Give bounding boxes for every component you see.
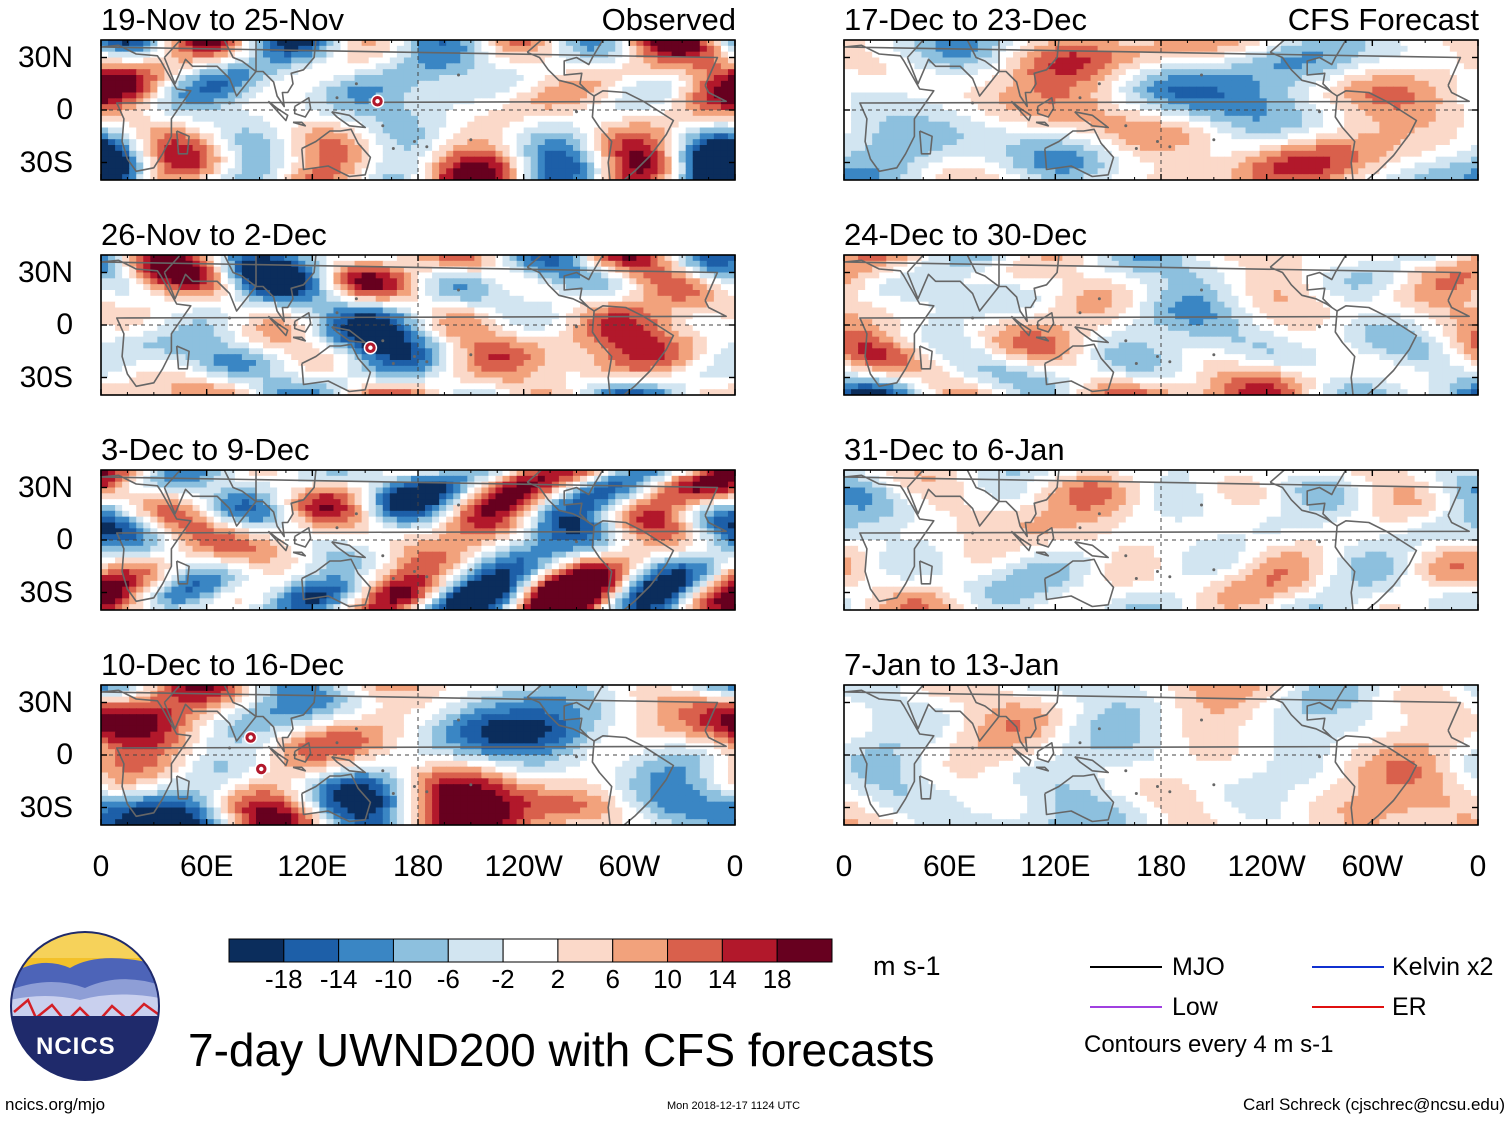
panel-8 xyxy=(843,684,1479,826)
panel-2-title: 26-Nov to 2-Dec xyxy=(101,217,327,252)
cyclone-icon xyxy=(254,762,269,776)
colorbar-swatch xyxy=(392,938,449,963)
x-tick-label: 0 xyxy=(1469,850,1487,883)
x-tick-label: 0 xyxy=(726,850,744,883)
colorbar xyxy=(228,938,833,963)
colorbar-swatch xyxy=(228,938,285,963)
y-tick-label: 0 xyxy=(56,308,73,341)
website-link[interactable]: ncics.org/mjo xyxy=(5,1095,106,1114)
y-tick-label: 30S xyxy=(19,145,73,179)
panel-4 xyxy=(100,684,736,826)
x-tick-label: 0 xyxy=(835,850,853,883)
legend-low-label: Low xyxy=(1172,993,1218,1021)
colorbar-tick-label: 14 xyxy=(707,964,737,994)
timestamp: Mon 2018-12-17 1124 UTC xyxy=(667,1100,801,1112)
x-tick-label: 0 xyxy=(92,850,110,883)
y-tick-label: 0 xyxy=(56,93,73,126)
panel-3-title: 3-Dec to 9-Dec xyxy=(101,432,310,467)
ncics-logo-text: NCICS xyxy=(36,1033,116,1060)
cfs-forecast-label: CFS Forecast xyxy=(1287,2,1479,37)
x-tick-label: 120W xyxy=(484,850,563,883)
colorbar-swatch xyxy=(338,938,394,963)
colorbar-units: m s-1 xyxy=(873,951,941,981)
colorbar-swatch xyxy=(721,938,778,963)
panel-5-title: 17-Dec to 23-Dec xyxy=(844,2,1087,37)
x-tick-label: 180 xyxy=(1135,850,1187,883)
y-tick-label: 30S xyxy=(19,790,73,824)
y-tick-label: 30N xyxy=(17,685,73,719)
colorbar-tick-label: -2 xyxy=(491,964,515,994)
colorbar-swatch xyxy=(557,938,614,963)
panel-5-field xyxy=(844,40,1478,180)
colorbar-tick-label: -14 xyxy=(319,964,358,994)
observed-label: Observed xyxy=(601,2,736,37)
panel-1 xyxy=(100,39,736,181)
panel-4-title: 10-Dec to 16-Dec xyxy=(101,647,344,682)
x-tick-label: 60E xyxy=(922,850,977,883)
x-tick-label: 120E xyxy=(1020,850,1091,883)
x-tick-label: 60W xyxy=(1341,850,1404,883)
y-tick-label: 30S xyxy=(19,575,73,609)
y-tick-label: 30N xyxy=(17,40,73,74)
y-tick-label: 30S xyxy=(19,360,73,394)
x-tick-label: 180 xyxy=(392,850,444,883)
panel-1-title: 19-Nov to 25-Nov xyxy=(101,2,344,37)
x-tick-label: 120E xyxy=(277,850,348,883)
colorbar-tick-label: 18 xyxy=(762,964,792,994)
y-tick-label: 30N xyxy=(17,255,73,289)
panel-4-field xyxy=(101,685,735,825)
colorbar-tick-label: 6 xyxy=(605,964,620,994)
cyclone-icon xyxy=(363,341,378,355)
colorbar-swatch xyxy=(283,938,340,963)
colorbar-tick-label: -6 xyxy=(436,964,460,994)
colorbar-swatch xyxy=(612,938,669,963)
colorbar-tick-label: 2 xyxy=(550,964,566,994)
panel-5 xyxy=(843,39,1479,181)
panel-1-field xyxy=(101,40,735,180)
colorbar-tick-label: -10 xyxy=(374,964,413,994)
x-tick-label: 60E xyxy=(179,850,234,883)
panel-2 xyxy=(100,254,736,396)
colorbar-swatch xyxy=(667,938,723,963)
panel-6 xyxy=(843,254,1479,396)
colorbar-tick-label: 10 xyxy=(653,964,682,994)
y-tick-label: 0 xyxy=(56,523,73,556)
legend-er-label: ER xyxy=(1392,993,1427,1021)
y-tick-label: 0 xyxy=(56,738,73,771)
panel-3 xyxy=(100,469,736,611)
colorbar-swatch xyxy=(447,938,504,963)
x-tick-label: 60W xyxy=(598,850,661,883)
colorbar-swatch xyxy=(502,938,559,963)
legend-kelvin-label: Kelvin x2 xyxy=(1392,953,1494,981)
cyclone-icon xyxy=(243,730,258,745)
contour-note: Contours every 4 m s-1 xyxy=(1084,1031,1334,1058)
legend-mjo-label: MJO xyxy=(1172,953,1225,981)
ncics-logo xyxy=(10,931,160,1081)
panel-2-field xyxy=(101,255,735,395)
figure-title: 7-day UWND200 with CFS forecasts xyxy=(188,1024,935,1076)
colorbar-swatch xyxy=(776,938,833,963)
panel-7 xyxy=(843,469,1479,611)
author-credit: Carl Schreck (cjschrec@ncsu.edu) xyxy=(1243,1095,1505,1114)
cyclone-icon xyxy=(370,94,385,108)
panel-8-title: 7-Jan to 13-Jan xyxy=(844,647,1060,682)
colorbar-tick-label: -18 xyxy=(265,964,303,994)
x-tick-label: 120W xyxy=(1227,850,1306,883)
panel-6-title: 24-Dec to 30-Dec xyxy=(844,217,1087,252)
panel-7-title: 31-Dec to 6-Jan xyxy=(844,432,1065,467)
y-tick-label: 30N xyxy=(17,470,73,504)
